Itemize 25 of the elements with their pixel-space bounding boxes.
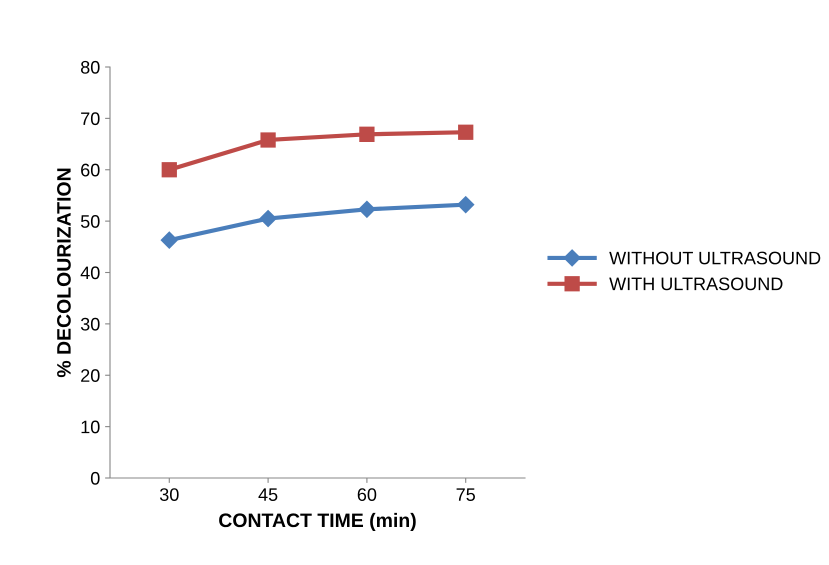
point — [162, 162, 177, 178]
y-tick-label: 50 — [80, 215, 100, 228]
x-tick-label: 60 — [358, 488, 376, 501]
x-tick-label: 30 — [160, 488, 179, 501]
legend-label: WITHOUT ULTRASOUND — [609, 252, 820, 264]
y-tick-label: 10 — [82, 420, 100, 434]
y-tick-label: 30 — [80, 318, 100, 331]
point — [160, 232, 178, 249]
point — [457, 196, 474, 214]
y-tick-label: 80 — [80, 60, 100, 74]
x-axis-title: CONTACT TIME (min) — [219, 512, 416, 532]
y-axis-title: % DECOLOURIZATION — [57, 168, 71, 378]
y-tick-label: 70 — [81, 112, 100, 126]
y-tick-label: 0 — [90, 472, 100, 485]
point — [260, 132, 276, 148]
point — [358, 200, 376, 218]
x-tick-label: 45 — [258, 488, 278, 501]
y-tick-label: 20 — [81, 369, 100, 382]
y-tick-label: 40 — [80, 266, 100, 280]
point — [359, 126, 375, 142]
y-tick-label: 60 — [81, 164, 100, 176]
x-tick-label: 75 — [456, 488, 475, 501]
point — [260, 210, 277, 228]
legend-label: WITH ULTRASOUND — [609, 277, 782, 290]
point — [458, 124, 474, 140]
